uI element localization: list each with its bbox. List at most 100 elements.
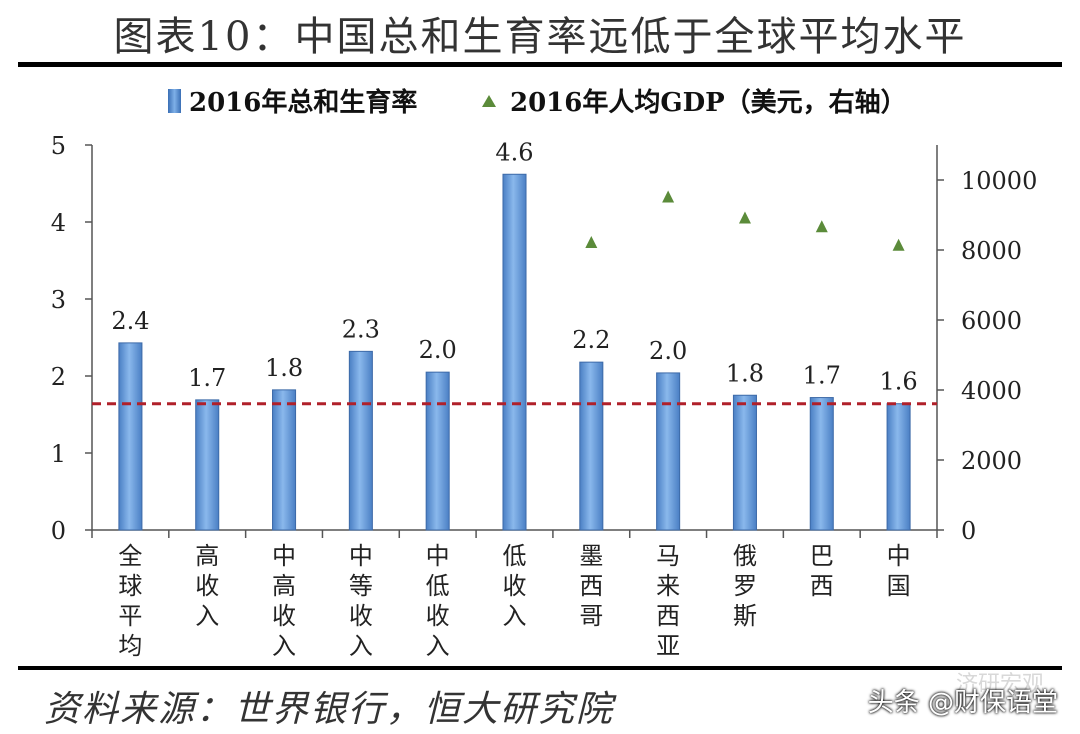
category-label: 马来西亚: [656, 542, 680, 660]
category-label-char: 等: [349, 572, 373, 600]
category-label-char: 哥: [579, 602, 603, 630]
category-label: 中高收入: [272, 542, 296, 660]
bar-data-label: 1.6: [880, 368, 918, 396]
category-label-char: 收: [503, 572, 527, 600]
bar-中等收入: [348, 350, 373, 531]
category-label-char: 西: [656, 602, 680, 630]
category-label: 俄罗斯: [733, 542, 757, 630]
category-label-char: 低: [503, 542, 527, 570]
legend-item-fertility: 2016年总和生育率: [168, 82, 417, 119]
category-label-char: 低: [426, 572, 450, 600]
category-label-char: 亚: [656, 632, 680, 660]
bar-巴西: [809, 397, 834, 531]
bar-data-label: 1.8: [265, 354, 303, 382]
left-tick-label: 5: [51, 132, 66, 160]
legend-triangle-marker: [482, 94, 496, 107]
gdp-marker-巴西: [815, 220, 828, 233]
category-label-char: 俄: [733, 542, 757, 570]
category-label-char: 巴: [810, 542, 834, 570]
category-label: 高收入: [195, 542, 219, 630]
category-label-char: 来: [656, 572, 680, 600]
right-tick-label: 2000: [961, 447, 1022, 475]
category-label-char: 入: [503, 602, 527, 630]
category-label-char: 收: [426, 602, 450, 630]
category-label: 全球平均: [118, 542, 142, 660]
category-label-char: 均: [118, 632, 142, 660]
bar-马来西亚: [656, 372, 681, 531]
right-tick-label: 8000: [961, 237, 1022, 265]
category-label-char: 马: [656, 542, 680, 570]
category-label-char: 入: [349, 632, 373, 660]
bar-低收入: [502, 173, 527, 531]
legend-item-gdp: 2016年人均GDP（美元，右轴）: [482, 82, 907, 119]
category-label-char: 收: [349, 602, 373, 630]
gdp-marker-墨西哥: [585, 236, 598, 248]
category-label-char: 墨: [579, 542, 603, 570]
bar-data-label: 2.3: [342, 315, 380, 343]
category-label-char: 中: [887, 542, 911, 570]
legend-label-fertility: 2016年总和生育率: [189, 88, 418, 118]
bar-俄罗斯: [732, 394, 757, 531]
category-label-char: 平: [118, 602, 142, 630]
bar-data-label: 4.6: [495, 138, 533, 166]
bar-data-label: 2.2: [572, 326, 610, 354]
bar-data-label: 1.7: [188, 364, 226, 392]
category-label-char: 收: [272, 602, 296, 630]
right-tick-label: 0: [961, 517, 976, 545]
legend-bar-swatch: [168, 88, 181, 113]
category-label-char: 中: [272, 542, 296, 570]
category-label-char: 高: [195, 542, 219, 570]
gdp-marker-中国: [892, 238, 905, 251]
bar-data-label: 1.7: [803, 362, 841, 390]
bar-data-label: 2.0: [649, 337, 687, 365]
right-tick-label: 6000: [961, 307, 1022, 335]
right-tick-label: 4000: [961, 377, 1022, 405]
category-label-char: 收: [195, 572, 219, 600]
category-label: 中低收入: [426, 542, 450, 660]
source-note: 资料来源：世界银行，恒大研究院: [44, 689, 615, 730]
category-label-char: 西: [579, 572, 603, 600]
category-label-char: 国: [887, 572, 911, 600]
category-label-char: 罗: [733, 572, 757, 600]
bar-中国: [886, 403, 911, 531]
right-tick-label: 10000: [961, 167, 1037, 195]
left-tick-label: 4: [51, 209, 66, 237]
category-label-char: 全: [118, 542, 142, 570]
gdp-marker-俄罗斯: [738, 211, 751, 224]
top-rule: [18, 62, 1062, 67]
category-label: 中等收入: [349, 542, 373, 660]
legend-label-gdp: 2016年人均GDP（美元，右轴）: [510, 88, 907, 118]
category-label: 中国: [887, 542, 911, 600]
left-tick-label: 0: [51, 517, 66, 545]
category-label-char: 中: [349, 542, 373, 570]
chart-title: 图表10：中国总和生育率远低于全球平均水平: [113, 14, 967, 60]
left-tick-label: 1: [51, 440, 66, 468]
bar-全球平均: [118, 342, 143, 531]
category-label-char: 入: [426, 632, 450, 660]
bar-中高收入: [272, 389, 297, 531]
category-label-char: 高: [272, 572, 296, 600]
bottom-rule: [18, 666, 1062, 670]
category-label-char: 斯: [733, 602, 757, 630]
category-label-char: 球: [118, 572, 142, 600]
category-label-char: 入: [195, 602, 219, 630]
category-label-char: 入: [272, 632, 296, 660]
bar-墨西哥: [579, 361, 604, 531]
legend: 2016年总和生育率 2016年人均GDP（美元，右轴）: [0, 82, 1080, 118]
watermark-faded: 济研宏观: [955, 672, 1044, 697]
category-label-char: 中: [426, 542, 450, 570]
category-label: 墨西哥: [579, 542, 603, 630]
bar-data-label: 2.0: [419, 336, 457, 364]
bar-data-label: 1.8: [726, 359, 764, 387]
left-tick-label: 3: [51, 286, 66, 314]
category-label: 巴西: [810, 542, 834, 600]
bar-data-label: 2.4: [111, 307, 149, 335]
bar-中低收入: [425, 371, 450, 531]
gdp-marker-马来西亚: [662, 190, 675, 203]
bar-高收入: [195, 399, 220, 531]
left-tick-label: 2: [51, 363, 66, 391]
category-label: 低收入: [503, 542, 527, 630]
watermark: 头条 @财保语堂: [867, 688, 1058, 718]
category-label-char: 西: [810, 572, 834, 600]
